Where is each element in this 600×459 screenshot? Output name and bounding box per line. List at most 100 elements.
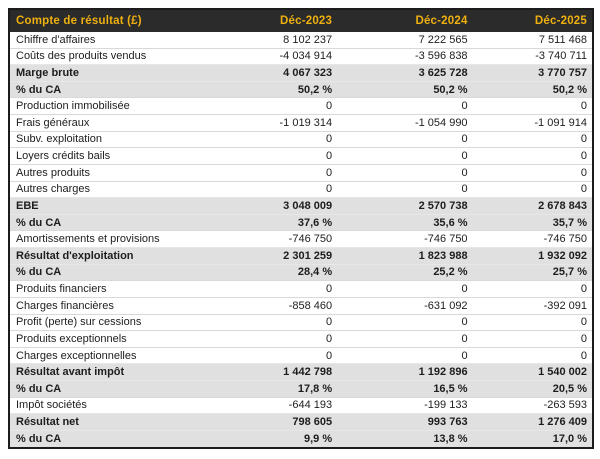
cell-value: -858 460 — [219, 296, 338, 314]
table-row: Autres produits 0 0 0 — [9, 163, 593, 181]
cell-value: 13,8 % — [337, 429, 473, 448]
cell-value: 0 — [219, 130, 338, 148]
row-label: % du CA — [9, 213, 220, 231]
cell-value: -3 740 711 — [472, 47, 593, 65]
cell-value: 1 823 988 — [337, 247, 473, 265]
table-row: Produits financiers 0 0 0 — [9, 280, 593, 298]
cell-value: 0 — [337, 147, 473, 165]
table-row: Impôt sociétés -644 193 -199 133 -263 59… — [9, 396, 593, 414]
cell-value: 20,5 % — [472, 380, 593, 398]
row-label: Loyers crédits bails — [9, 147, 220, 165]
cell-value: 7 222 565 — [418, 33, 468, 46]
table-row: Amortissements et provisions -746 750 -7… — [9, 230, 593, 248]
cell-value: 50,2 % — [219, 80, 338, 98]
cell-value: 0 — [337, 97, 473, 115]
row-label: Coûts des produits vendus — [9, 47, 220, 65]
income-statement-table: Compte de résultat (£) Déc-2023 Déc-2024… — [8, 8, 594, 449]
cell-value: 3 625 728 — [337, 64, 473, 82]
row-label: Autres charges — [9, 180, 220, 198]
cell-value: -746 750 — [472, 230, 593, 248]
cell-value: 3 048 009 — [219, 197, 338, 215]
cell-value: -1 091 914 — [472, 114, 593, 132]
cell-value: 50,2 % — [472, 80, 593, 98]
cell-value: 0 — [219, 163, 338, 181]
table-title: Compte de résultat (£) — [9, 9, 220, 32]
cell-value: 2 570 738 — [337, 197, 473, 215]
row-label: EBE — [9, 197, 220, 215]
row-label: Subv. exploitation — [9, 130, 220, 148]
cell-value: 37,6 % — [219, 213, 338, 231]
cell-value: -3 596 838 — [337, 47, 473, 65]
table-row-total: % du CA 9,9 % 13,8 % 17,0 % — [9, 429, 593, 448]
cell-value: 0 — [219, 330, 338, 348]
row-label: % du CA — [9, 80, 220, 98]
cell-value: -263 593 — [472, 396, 593, 414]
cell-value: 0 — [219, 346, 338, 364]
cell-value: 17,8 % — [219, 380, 338, 398]
row-label: Résultat avant impôt — [9, 363, 220, 381]
table-row: Production immobilisée 0 0 0 — [9, 97, 593, 115]
table-row: Coûts des produits vendus -4 034 914 -3 … — [9, 47, 593, 65]
table-row: Autres charges 0 0 0 — [9, 180, 593, 198]
table-body: Chiffre d'affaires 8 102 237 7 222 565 7… — [9, 32, 593, 448]
table-row: Charges financières -858 460 -631 092 -3… — [9, 296, 593, 314]
cell-value: -631 092 — [337, 296, 473, 314]
table-header: Compte de résultat (£) Déc-2023 Déc-2024… — [9, 9, 593, 32]
cell-value: 0 — [472, 180, 593, 198]
table-row-subtotal: % du CA 17,8 % 16,5 % 20,5 % — [9, 380, 593, 398]
cell-value: 35,6 % — [337, 213, 473, 231]
row-label: Amortissements et provisions — [9, 230, 220, 248]
cell-value: 2 301 259 — [219, 247, 338, 265]
table-row-subtotal: Marge brute 4 067 323 3 625 728 3 770 75… — [9, 64, 593, 82]
cell-value: 0 — [472, 147, 593, 165]
cell-value: 0 — [219, 313, 338, 331]
cell-value: 1 932 092 — [472, 247, 593, 265]
table-row: Subv. exploitation 0 0 0 — [9, 130, 593, 148]
cell-value: 8 102 237 — [283, 33, 333, 46]
table-row: Frais généraux -1 019 314 -1 054 990 -1 … — [9, 114, 593, 132]
cell-value: 25,7 % — [472, 263, 593, 281]
cell-value: 0 — [337, 346, 473, 364]
header-row: Compte de résultat (£) Déc-2023 Déc-2024… — [9, 9, 593, 32]
cell-value: 25,2 % — [337, 263, 473, 281]
row-label: Profit (perte) sur cessions — [9, 313, 220, 331]
row-label: Résultat d'exploitation — [9, 247, 220, 265]
table-row: Profit (perte) sur cessions 0 0 0 — [9, 313, 593, 331]
cell-value: -4 034 914 — [219, 47, 338, 65]
cell-value: 0 — [472, 130, 593, 148]
cell-value: 0 — [472, 346, 593, 364]
cell-value: 0 — [337, 280, 473, 298]
cell-value: 7 511 468 — [538, 33, 587, 46]
cell-value: 0 — [219, 280, 338, 298]
cell-value: 0 — [219, 180, 338, 198]
table-row-subtotal: % du CA 28,4 % 25,2 % 25,7 % — [9, 263, 593, 281]
cell-value: 0 — [337, 330, 473, 348]
table-row-subtotal: Résultat avant impôt 1 442 798 1 192 896… — [9, 363, 593, 381]
table-row: Charges exceptionnelles 0 0 0 — [9, 346, 593, 364]
cell-value: 4 067 323 — [219, 64, 338, 82]
column-header-dec-2025: Déc-2025 — [472, 9, 593, 32]
row-label: Résultat net — [9, 413, 220, 431]
cell-value: 1 192 896 — [337, 363, 473, 381]
cell-value: -1 019 314 — [219, 114, 338, 132]
row-label: % du CA — [9, 263, 220, 281]
row-label: Chiffre d'affaires — [16, 33, 96, 46]
cell-value: 0 — [337, 163, 473, 181]
row-label: Produits financiers — [9, 280, 220, 298]
cell-value: 2 678 843 — [472, 197, 593, 215]
cell-value: 0 — [337, 130, 473, 148]
row-label: Production immobilisée — [9, 97, 220, 115]
table-row-subtotal: EBE 3 048 009 2 570 738 2 678 843 — [9, 197, 593, 215]
cell-value: -1 054 990 — [337, 114, 473, 132]
cell-value: 0 — [472, 163, 593, 181]
cell-value: 16,5 % — [337, 380, 473, 398]
column-header-dec-2023: Déc-2023 — [219, 9, 338, 32]
cell-value: -746 750 — [337, 230, 473, 248]
cell-value: 0 — [337, 180, 473, 198]
cell-value: 28,4 % — [219, 263, 338, 281]
column-header-dec-2024: Déc-2024 — [337, 9, 473, 32]
cell-value: 50,2 % — [337, 80, 473, 98]
cell-value: -644 193 — [219, 396, 338, 414]
cell-value: 1 276 409 — [472, 413, 593, 431]
cell-value: 0 — [472, 313, 593, 331]
